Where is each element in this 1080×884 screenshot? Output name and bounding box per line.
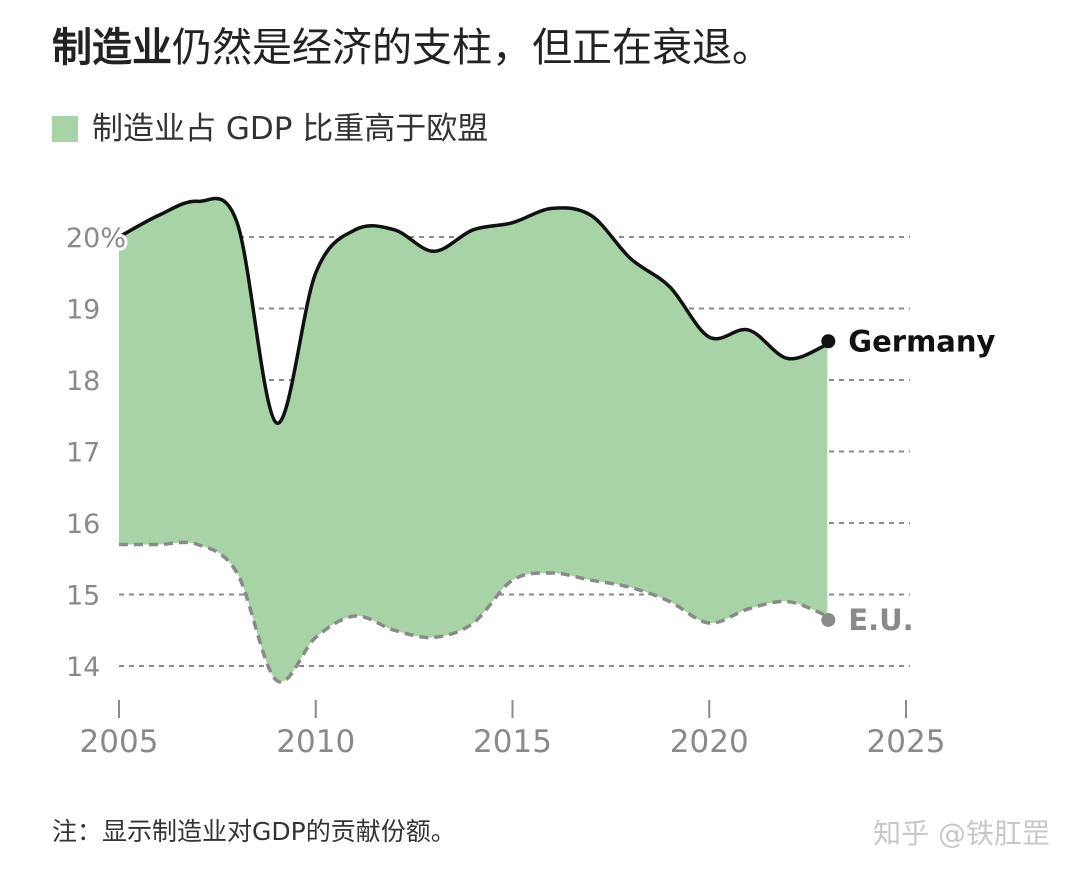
x-tick-label: 2020 bbox=[670, 724, 749, 760]
y-axis-ticks: 20% 19 18 17 16 15 14 bbox=[63, 220, 129, 686]
y-tick-label: 19 bbox=[66, 295, 100, 326]
y-tick-label: 18 bbox=[66, 366, 100, 397]
legend-label: 制造业占 GDP 比重高于欧盟 bbox=[92, 111, 489, 147]
series-label-eu: E.U. bbox=[848, 603, 913, 637]
chart-title: 制造业仍然是经济的支柱，但正在衰退。 bbox=[52, 20, 772, 76]
endpoint-eu bbox=[821, 612, 836, 627]
chart-canvas: 20% 19 18 17 16 15 14 2005 2010 2015 2020 2025 Ger… bbox=[63, 196, 996, 760]
title-bold: 制造业 bbox=[52, 25, 172, 71]
legend: 制造业占 GDP 比重高于欧盟 bbox=[52, 106, 488, 152]
series-line-germany bbox=[118, 196, 828, 425]
y-tick-label: 20% bbox=[66, 223, 126, 254]
footnote: 注：显示制造业对GDP的贡献份额。 bbox=[52, 817, 456, 846]
x-tick-label: 2005 bbox=[80, 724, 159, 760]
x-tick-label: 2010 bbox=[276, 724, 355, 760]
series-label-germany: Germany bbox=[848, 324, 995, 358]
watermark: 知乎 @铁肛罡 bbox=[873, 817, 1050, 850]
series-line-eu bbox=[119, 540, 828, 684]
x-tick-label: 2015 bbox=[473, 724, 552, 760]
x-tick-label: 2025 bbox=[867, 724, 946, 760]
x-axis-ticks: 2005 2010 2015 2020 2025 bbox=[80, 700, 946, 760]
area-band bbox=[119, 198, 828, 682]
y-tick-label: 16 bbox=[66, 509, 100, 540]
legend-swatch bbox=[52, 116, 78, 142]
series-endpoints: Germany E.U. bbox=[821, 324, 996, 637]
endpoint-germany bbox=[821, 334, 836, 349]
y-tick-label: 17 bbox=[66, 438, 100, 469]
y-tick-label: 14 bbox=[66, 652, 100, 683]
title-rest: 仍然是经济的支柱，但正在衰退。 bbox=[172, 25, 772, 71]
y-tick-label: 15 bbox=[66, 581, 100, 612]
